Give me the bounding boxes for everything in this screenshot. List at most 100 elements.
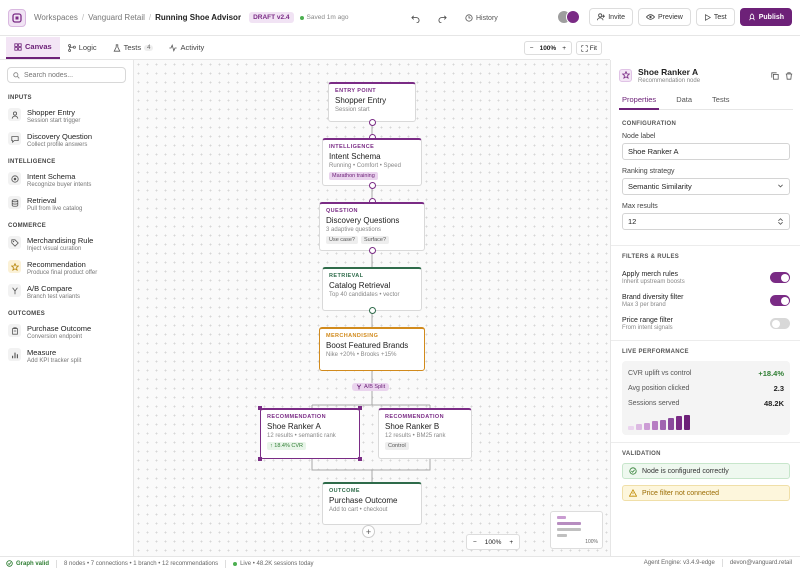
tab-activity[interactable]: Activity xyxy=(161,37,212,59)
node-title: Boost Featured Brands xyxy=(326,341,409,350)
output-port[interactable] xyxy=(368,182,376,189)
trash-icon[interactable] xyxy=(785,72,793,80)
node-shoe-ranker-b[interactable]: RECOMMENDATION Shoe Ranker B 12 results … xyxy=(378,408,472,459)
ab-split-badge[interactable]: A/B Split xyxy=(352,383,390,391)
publish-label: Publish xyxy=(758,13,784,21)
redo-button[interactable] xyxy=(431,9,454,27)
search-input[interactable] xyxy=(24,71,124,79)
output-port[interactable] xyxy=(368,247,376,254)
invite-button[interactable]: Invite xyxy=(589,8,633,26)
merch-rules-toggle[interactable] xyxy=(770,272,790,283)
node-subtitle: 12 results • BM25 rank xyxy=(385,433,446,439)
max-results-stepper[interactable]: 12 xyxy=(622,213,790,230)
app-logo-icon[interactable] xyxy=(8,8,26,27)
sparkline-bar xyxy=(628,426,634,430)
performance-section: LIVE PERFORMANCE CVR uplift vs control +1… xyxy=(611,340,800,443)
palette-item-recommendation[interactable]: Recommendation Produce final product offe… xyxy=(0,257,133,281)
fit-button[interactable]: Fit xyxy=(575,41,602,55)
tab-canvas[interactable]: Canvas xyxy=(6,36,60,59)
minimap[interactable]: 100% xyxy=(550,511,603,549)
palette-item-name: A/B Compare xyxy=(27,284,73,293)
perf-value: 48.2K xyxy=(763,399,784,408)
node-boost-featured-brands[interactable]: MERCHANDISING Boost Featured Brands Nike… xyxy=(319,327,425,371)
star-icon xyxy=(8,260,21,273)
node-purchase-outcome[interactable]: OUTCOME Purchase Outcome Add to cart • c… xyxy=(322,482,422,525)
perf-label: Sessions served xyxy=(628,400,680,407)
node-chip: Control xyxy=(385,442,409,450)
tab-data[interactable]: Data xyxy=(676,95,693,104)
tab-logic[interactable]: Logic xyxy=(60,37,105,59)
test-label: Test xyxy=(713,13,727,21)
ranking-strategy-select[interactable]: Semantic Similarity xyxy=(622,178,790,195)
selection-handle[interactable] xyxy=(358,457,362,461)
node-discovery-questions[interactable]: QUESTION Discovery Questions 3 adaptive … xyxy=(319,202,425,251)
undo-button[interactable] xyxy=(404,9,427,27)
performance-heading: LIVE PERFORMANCE xyxy=(622,349,689,355)
canvas-zoom-in-button[interactable]: + xyxy=(509,538,514,546)
palette-item-name: Recommendation xyxy=(27,260,86,269)
node-subtitle: 12 results • semantic rank xyxy=(267,433,336,439)
preview-button[interactable]: Preview xyxy=(637,8,691,26)
palette-item-desc: Inject visual curation xyxy=(27,246,82,252)
redo-icon xyxy=(438,14,447,23)
ab-split-label: A/B Split xyxy=(364,384,386,390)
output-port[interactable] xyxy=(368,119,376,126)
graph-valid-text: Graph valid xyxy=(16,560,50,567)
price-range-toggle[interactable] xyxy=(770,318,790,329)
palette-item-merchandising-rule[interactable]: Merchandising Rule Inject visual curation xyxy=(0,233,133,257)
palette-item-retrieval[interactable]: Retrieval Pull from live catalog xyxy=(0,193,133,217)
palette-item-discovery-question[interactable]: Discovery Question Collect profile answer… xyxy=(0,129,133,153)
node-label-field[interactable]: Shoe Ranker A xyxy=(622,143,790,160)
sparkline-bar xyxy=(636,424,642,430)
zoom-out-button[interactable]: − xyxy=(529,44,534,52)
user-email: devon@vanguard.retail xyxy=(729,560,792,566)
node-type: RECOMMENDATION xyxy=(267,414,326,420)
tab-properties[interactable]: Properties xyxy=(619,93,660,110)
search-box[interactable] xyxy=(7,67,126,83)
zoom-level: 100% xyxy=(539,44,557,52)
stepper-icon[interactable] xyxy=(777,217,784,226)
node-intent-schema[interactable]: INTELLIGENCE Intent Schema Running • Com… xyxy=(322,138,422,186)
validation-warning[interactable]: Price filter not connected xyxy=(622,485,790,501)
node-type: RETRIEVAL xyxy=(329,273,364,279)
breadcrumb-vanguard[interactable]: Vanguard Retail xyxy=(88,13,145,22)
minimap-node xyxy=(557,522,581,525)
flask-icon xyxy=(113,43,121,52)
selection-handle[interactable] xyxy=(258,457,262,461)
output-port[interactable] xyxy=(368,307,376,314)
palette-item-purchase-outcome[interactable]: Purchase Outcome Conversion endpoint xyxy=(0,321,133,345)
sparkline-bar xyxy=(668,418,674,430)
brand-diversity-toggle[interactable] xyxy=(770,295,790,306)
palette-item-measure[interactable]: Measure Add KPI tracker split xyxy=(0,345,133,369)
history-button[interactable]: History xyxy=(458,9,505,27)
flow-canvas[interactable]: ENTRY POINT Shopper Entry Session start … xyxy=(134,60,610,556)
node-catalog-retrieval[interactable]: RETRIEVAL Catalog Retrieval Top 40 candi… xyxy=(322,267,422,311)
breadcrumb-workspaces[interactable]: Workspaces xyxy=(34,13,78,22)
target-icon xyxy=(8,172,21,185)
test-button[interactable]: Test xyxy=(695,8,735,26)
palette-item-ab-compare[interactable]: A/B Compare Branch test variants xyxy=(0,281,133,305)
zoom-in-button[interactable]: + xyxy=(562,44,566,52)
publish-button[interactable]: Publish xyxy=(739,8,792,26)
tab-tests[interactable]: Tests 4 xyxy=(105,37,162,59)
palette-item-intent-schema[interactable]: Intent Schema Recognize buyer intents xyxy=(0,169,133,193)
selection-handle[interactable] xyxy=(358,406,362,410)
clock-icon xyxy=(465,14,473,22)
engine-version: Agent Engine: v3.4.9-edge xyxy=(643,560,715,566)
tab-tests-inspector[interactable]: Tests xyxy=(712,95,730,104)
collaborator-avatars[interactable] xyxy=(557,10,581,24)
user-icon xyxy=(8,108,21,121)
section-intelligence-title: INTELLIGENCE xyxy=(8,159,56,165)
avatar[interactable] xyxy=(566,10,581,24)
palette-item-shopper-entry[interactable]: Shopper Entry Session start trigger xyxy=(0,105,133,129)
canvas-zoom-out-button[interactable]: − xyxy=(473,538,477,546)
palette-item-desc: Produce final product offer xyxy=(27,270,98,276)
add-node-button[interactable]: + xyxy=(362,525,375,538)
palette-item-name: Purchase Outcome xyxy=(27,324,92,333)
node-chip: Use case? xyxy=(326,236,358,244)
node-label-label: Node label xyxy=(622,133,656,140)
node-shopper-entry[interactable]: ENTRY POINT Shopper Entry Session start xyxy=(328,82,416,122)
copy-icon[interactable] xyxy=(771,72,779,80)
selection-handle[interactable] xyxy=(258,406,262,410)
node-shoe-ranker-a[interactable]: RECOMMENDATION Shoe Ranker A 12 results … xyxy=(260,408,360,459)
